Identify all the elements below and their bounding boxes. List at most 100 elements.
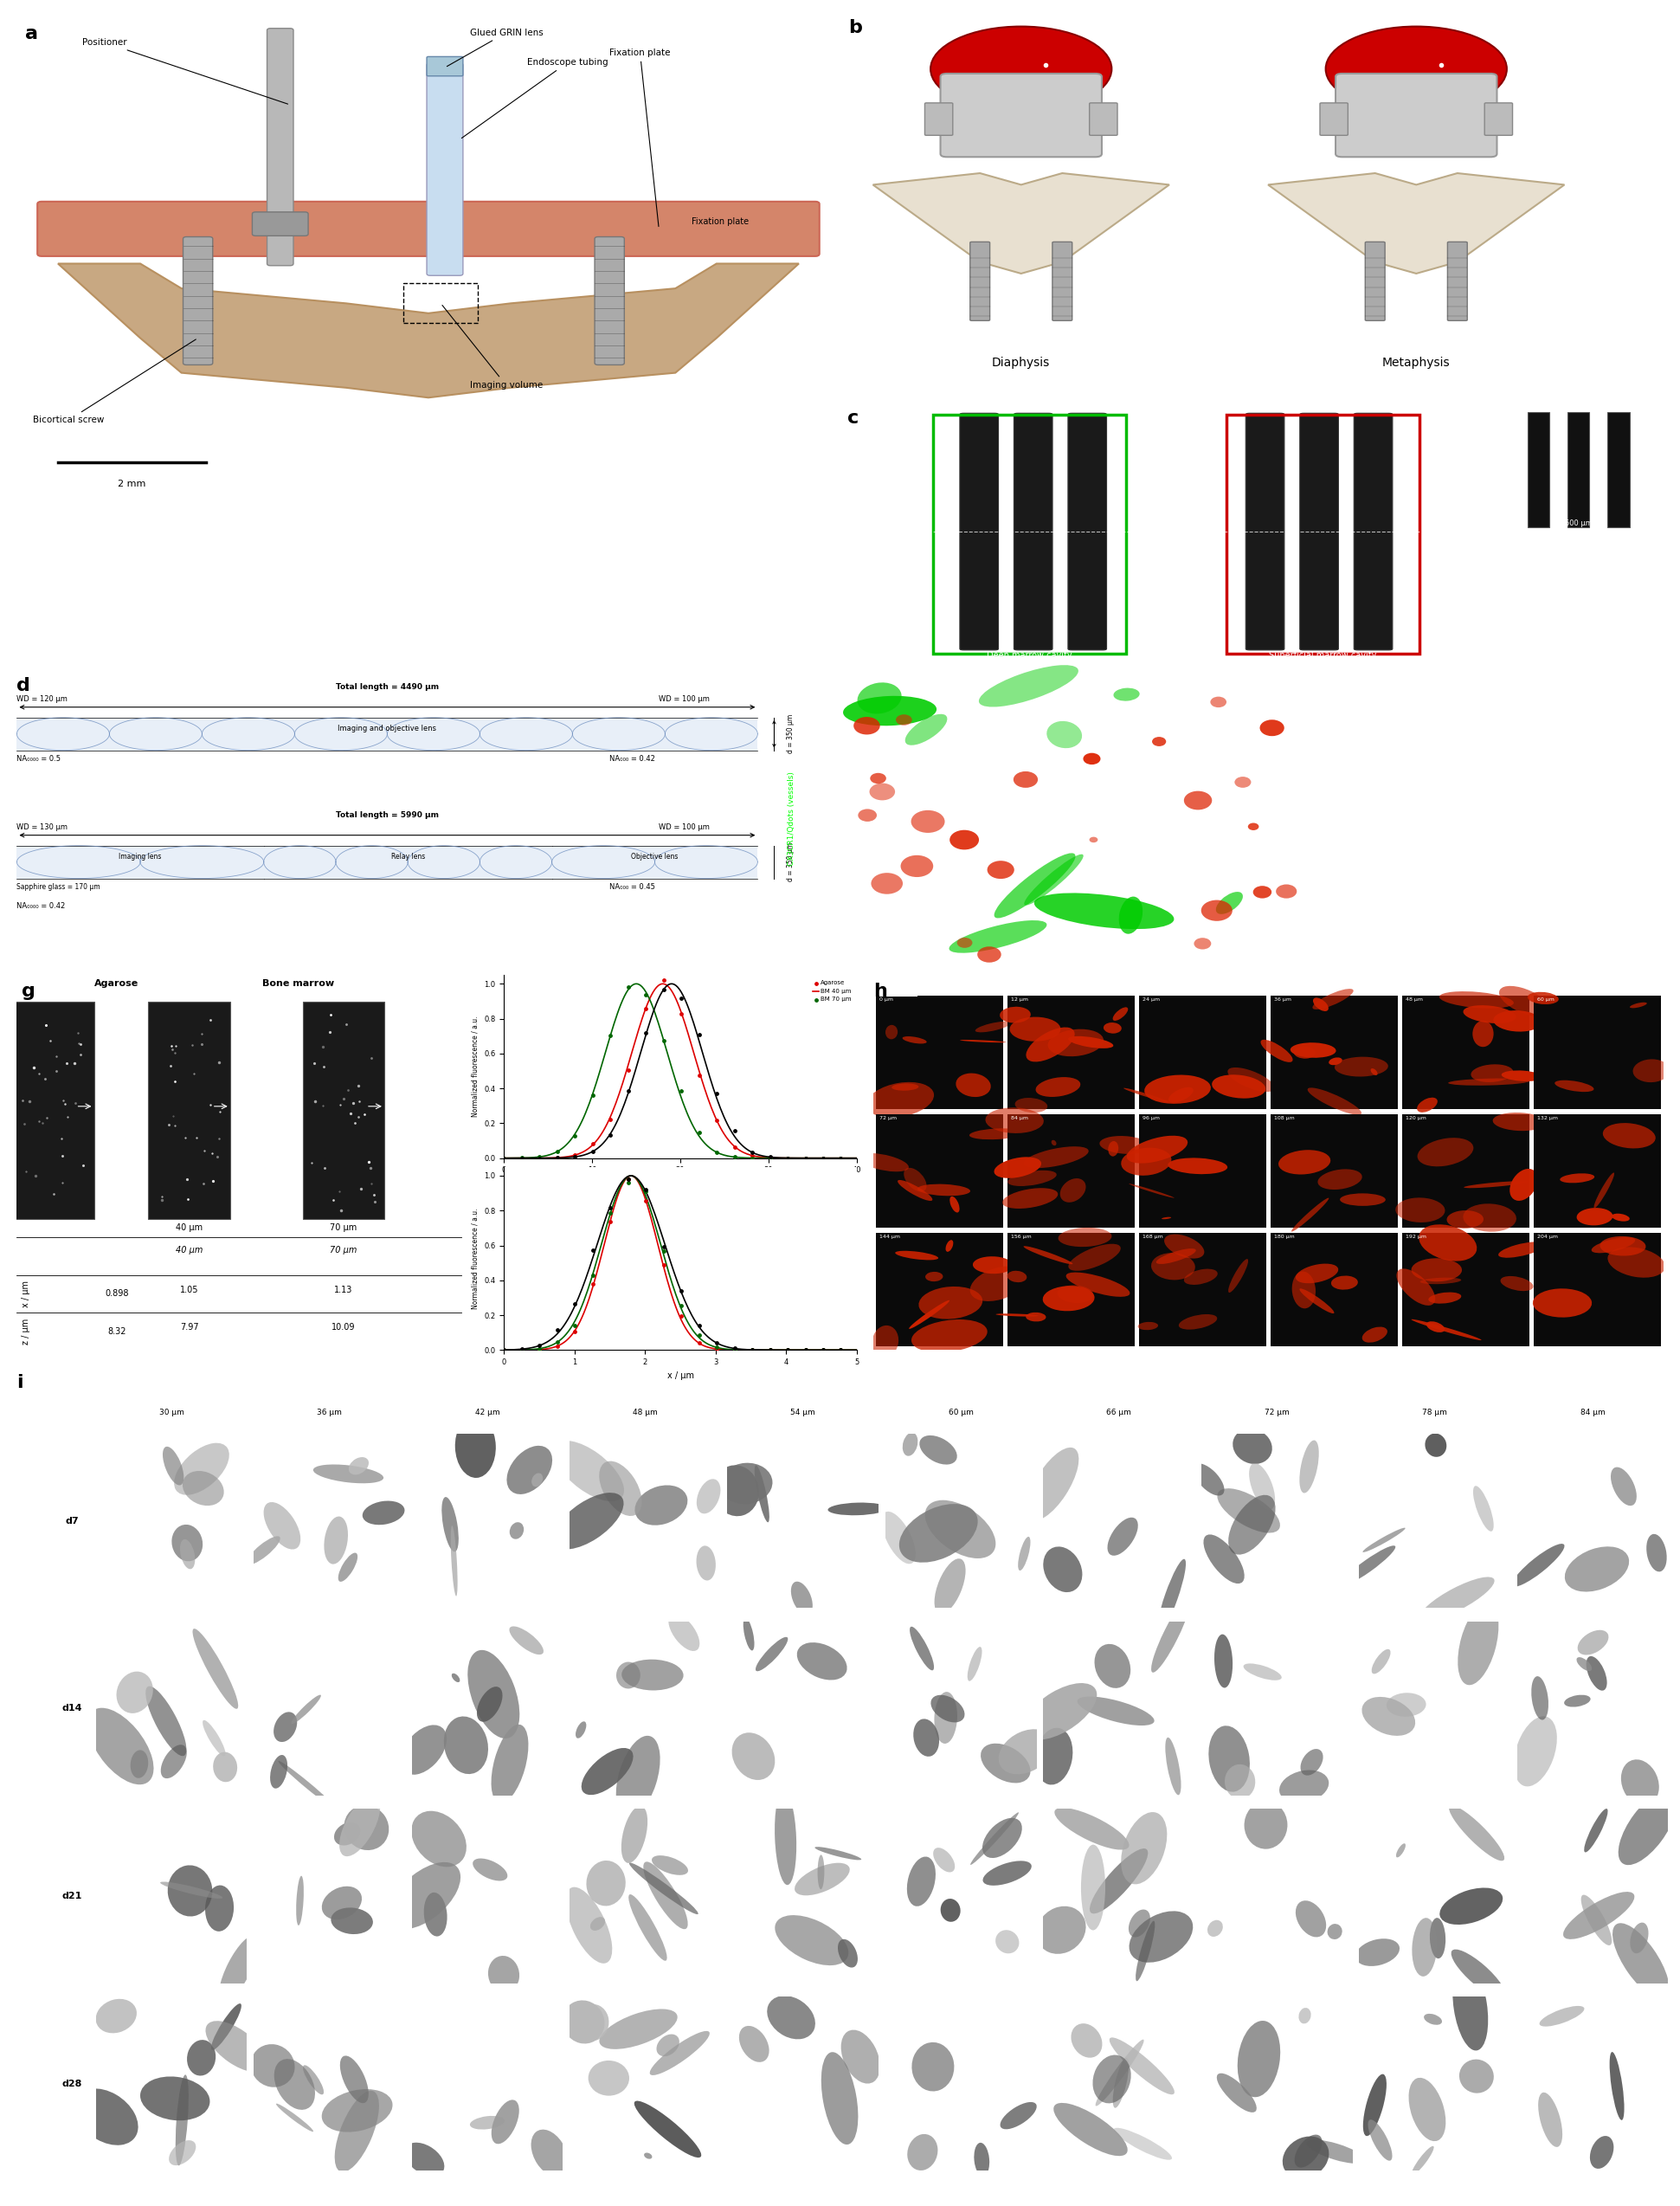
Ellipse shape [205, 2021, 267, 2071]
Ellipse shape [586, 1860, 625, 1906]
FancyBboxPatch shape [595, 236, 625, 364]
Text: 0.898: 0.898 [104, 1291, 128, 1297]
Ellipse shape [180, 1540, 195, 1568]
Ellipse shape [139, 2076, 210, 2120]
Ellipse shape [590, 1917, 605, 1930]
FancyBboxPatch shape [1448, 243, 1467, 320]
Ellipse shape [1396, 1268, 1435, 1306]
Point [828, 1332, 855, 1368]
Ellipse shape [412, 1811, 467, 1866]
Point [615, 1072, 642, 1107]
Point [685, 1017, 712, 1052]
Point [509, 1141, 536, 1176]
Text: 70 μm: 70 μm [329, 1222, 356, 1231]
Point [756, 1332, 783, 1368]
Ellipse shape [983, 1818, 1021, 1857]
Point [632, 1174, 659, 1209]
Ellipse shape [1420, 1577, 1495, 1621]
Ellipse shape [931, 1694, 964, 1723]
Ellipse shape [1562, 1893, 1635, 1939]
Point [596, 1017, 623, 1052]
Ellipse shape [1416, 1099, 1438, 1112]
Ellipse shape [1473, 1021, 1494, 1048]
Ellipse shape [1290, 1043, 1336, 1057]
FancyBboxPatch shape [1354, 413, 1393, 651]
Ellipse shape [892, 1083, 919, 1090]
Ellipse shape [1362, 1529, 1404, 1553]
Text: 108 μm: 108 μm [1273, 1116, 1295, 1121]
Text: 84 μm: 84 μm [1581, 1407, 1604, 1416]
Bar [1008, 995, 1134, 1110]
Ellipse shape [1057, 1286, 1094, 1304]
Polygon shape [57, 263, 800, 397]
Point [580, 1233, 606, 1268]
Text: 70 μm: 70 μm [329, 1246, 356, 1255]
Ellipse shape [175, 2074, 188, 2166]
Circle shape [1253, 887, 1272, 898]
Point [650, 1249, 677, 1284]
Ellipse shape [909, 1299, 949, 1328]
Ellipse shape [628, 1895, 667, 1961]
Point [704, 1134, 731, 1169]
Point [721, 1114, 748, 1149]
Text: CX3CR1/Qdots (vessels): CX3CR1/Qdots (vessels) [788, 772, 795, 865]
Ellipse shape [388, 1862, 460, 1928]
Ellipse shape [1278, 1769, 1329, 1802]
Text: 7.97: 7.97 [180, 1324, 198, 1332]
Ellipse shape [1463, 1180, 1529, 1189]
Ellipse shape [622, 1659, 684, 1690]
Text: 1.05: 1.05 [180, 1286, 198, 1295]
Bar [148, 1002, 230, 1218]
Ellipse shape [1072, 2023, 1102, 2058]
Ellipse shape [1295, 1264, 1339, 1284]
Ellipse shape [1463, 1204, 1517, 1231]
Ellipse shape [902, 1432, 917, 1456]
Ellipse shape [218, 1935, 259, 2003]
Ellipse shape [250, 2045, 294, 2087]
Point [739, 1332, 766, 1368]
Circle shape [858, 810, 877, 821]
Point [739, 1138, 766, 1174]
Ellipse shape [1058, 1227, 1112, 1246]
Point [704, 1332, 731, 1368]
Ellipse shape [1245, 1800, 1287, 1849]
Ellipse shape [998, 1730, 1053, 1774]
Circle shape [1210, 697, 1226, 708]
Polygon shape [1268, 172, 1564, 274]
Text: Deep marrow cavity: Deep marrow cavity [986, 651, 1072, 660]
Ellipse shape [1586, 1657, 1608, 1690]
Point [685, 1114, 712, 1149]
Ellipse shape [1216, 2074, 1257, 2113]
Ellipse shape [941, 1899, 961, 1921]
Ellipse shape [1193, 1463, 1225, 1496]
Ellipse shape [1008, 1171, 1057, 1187]
Point [810, 1332, 837, 1368]
Ellipse shape [1362, 1326, 1388, 1343]
Text: Imaging volume: Imaging volume [442, 304, 543, 390]
Ellipse shape [1023, 1246, 1074, 1264]
Ellipse shape [630, 1862, 699, 1915]
Ellipse shape [914, 1718, 939, 1756]
Circle shape [931, 26, 1112, 110]
Ellipse shape [1026, 1028, 1075, 1061]
Point [810, 1332, 837, 1368]
Ellipse shape [1278, 1149, 1331, 1174]
Text: x: x [1648, 949, 1653, 957]
Ellipse shape [1418, 1138, 1473, 1167]
Bar [1139, 995, 1267, 1110]
Ellipse shape [312, 1465, 383, 1482]
Ellipse shape [1282, 2135, 1329, 2180]
Ellipse shape [1003, 1189, 1058, 1209]
Ellipse shape [1564, 1694, 1591, 1707]
Ellipse shape [323, 1886, 361, 1919]
Ellipse shape [1446, 1211, 1483, 1229]
Text: NA₀₀₀ = 0.42: NA₀₀₀ = 0.42 [610, 754, 655, 763]
Ellipse shape [507, 1445, 553, 1493]
Ellipse shape [1208, 1919, 1223, 1937]
Ellipse shape [756, 1637, 788, 1672]
Text: b: b [848, 20, 862, 35]
Circle shape [1201, 900, 1233, 920]
Ellipse shape [276, 2105, 314, 2131]
Ellipse shape [1292, 1198, 1329, 1231]
Ellipse shape [1035, 1727, 1074, 1785]
